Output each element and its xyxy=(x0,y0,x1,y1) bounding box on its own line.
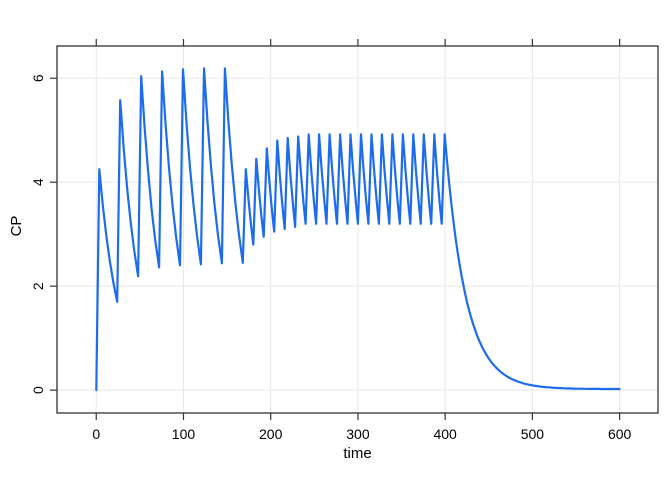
x-tick-label: 400 xyxy=(433,426,457,442)
x-axis-title: time xyxy=(343,445,372,462)
x-tick-label: 100 xyxy=(172,426,196,442)
x-tick-label: 0 xyxy=(92,426,100,442)
x-tick-label: 300 xyxy=(346,426,370,442)
cp-series-line xyxy=(95,67,621,392)
y-tick-label: 4 xyxy=(30,178,46,186)
y-tick-label: 0 xyxy=(30,386,46,394)
x-tick-label: 600 xyxy=(608,426,632,442)
y-tick-label: 2 xyxy=(30,282,46,290)
y-tick-label: 6 xyxy=(30,74,46,82)
y-axis-title: CP xyxy=(8,215,25,237)
x-tick-label: 500 xyxy=(521,426,545,442)
x-tick-label: 200 xyxy=(259,426,283,442)
